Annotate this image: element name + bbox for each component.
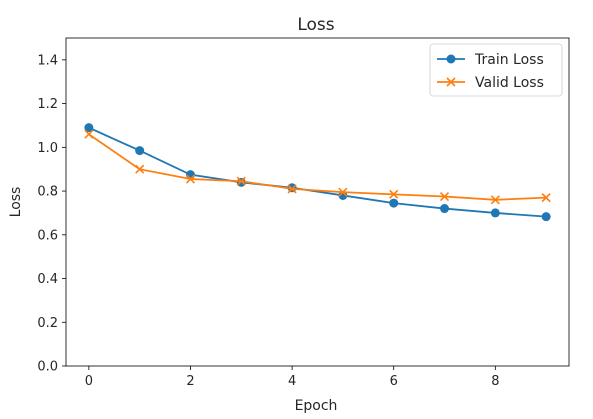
y-tick-label: 1.2 — [37, 97, 58, 112]
x-axis-title: Epoch — [295, 398, 338, 414]
data-point-x — [338, 187, 348, 197]
data-point-x — [84, 129, 94, 139]
data-point-x — [135, 164, 145, 174]
y-tick-label: 0.8 — [37, 185, 58, 200]
series-valid-loss — [84, 129, 551, 205]
data-point-circle — [541, 212, 551, 222]
data-point-x — [389, 189, 399, 199]
x-tick-label: 2 — [186, 374, 194, 389]
plot-area — [65, 37, 570, 367]
data-point-circle — [84, 123, 94, 133]
y-tick-label: 1.4 — [37, 53, 58, 68]
legend: Train Loss Valid Loss — [429, 43, 563, 97]
x-tick-label: 6 — [390, 374, 398, 389]
data-point-circle — [440, 204, 450, 214]
series-line — [88, 126, 547, 218]
legend-marker — [446, 54, 456, 64]
x-tick-label: 0 — [85, 374, 93, 389]
chart-title: Loss — [297, 15, 334, 35]
data-point-x — [541, 193, 551, 203]
y-tick-label: 0.2 — [37, 316, 58, 331]
x-tick-label: 8 — [491, 374, 499, 389]
data-point-x — [287, 184, 297, 194]
y-tick-label: 0.6 — [37, 228, 58, 243]
legend-box — [429, 43, 563, 97]
legend-marker — [446, 77, 456, 87]
data-point-circle — [389, 198, 399, 208]
y-tick-label: 1.0 — [37, 141, 58, 156]
x-tick-label: 4 — [288, 374, 296, 389]
data-point-circle — [338, 190, 348, 200]
legend-label: Train Loss — [474, 52, 544, 68]
data-point-x — [490, 195, 500, 205]
y-tick-label: 0.0 — [37, 360, 58, 375]
data-point-x — [236, 176, 246, 186]
data-point-x — [185, 174, 196, 184]
data-point-circle — [135, 146, 145, 156]
series-line — [88, 133, 547, 201]
series-layer — [84, 123, 551, 222]
data-point-circle — [490, 208, 500, 218]
legend-label: Valid Loss — [475, 75, 544, 91]
data-point-x — [439, 191, 450, 202]
axis-ticks: 0 2 4 6 8 0.0 0.2 0.4 0.6 0.8 1.0 1.2 1.4 — [37, 53, 499, 389]
y-tick-label: 0.4 — [37, 272, 58, 287]
y-axis-title: Loss — [8, 187, 24, 218]
